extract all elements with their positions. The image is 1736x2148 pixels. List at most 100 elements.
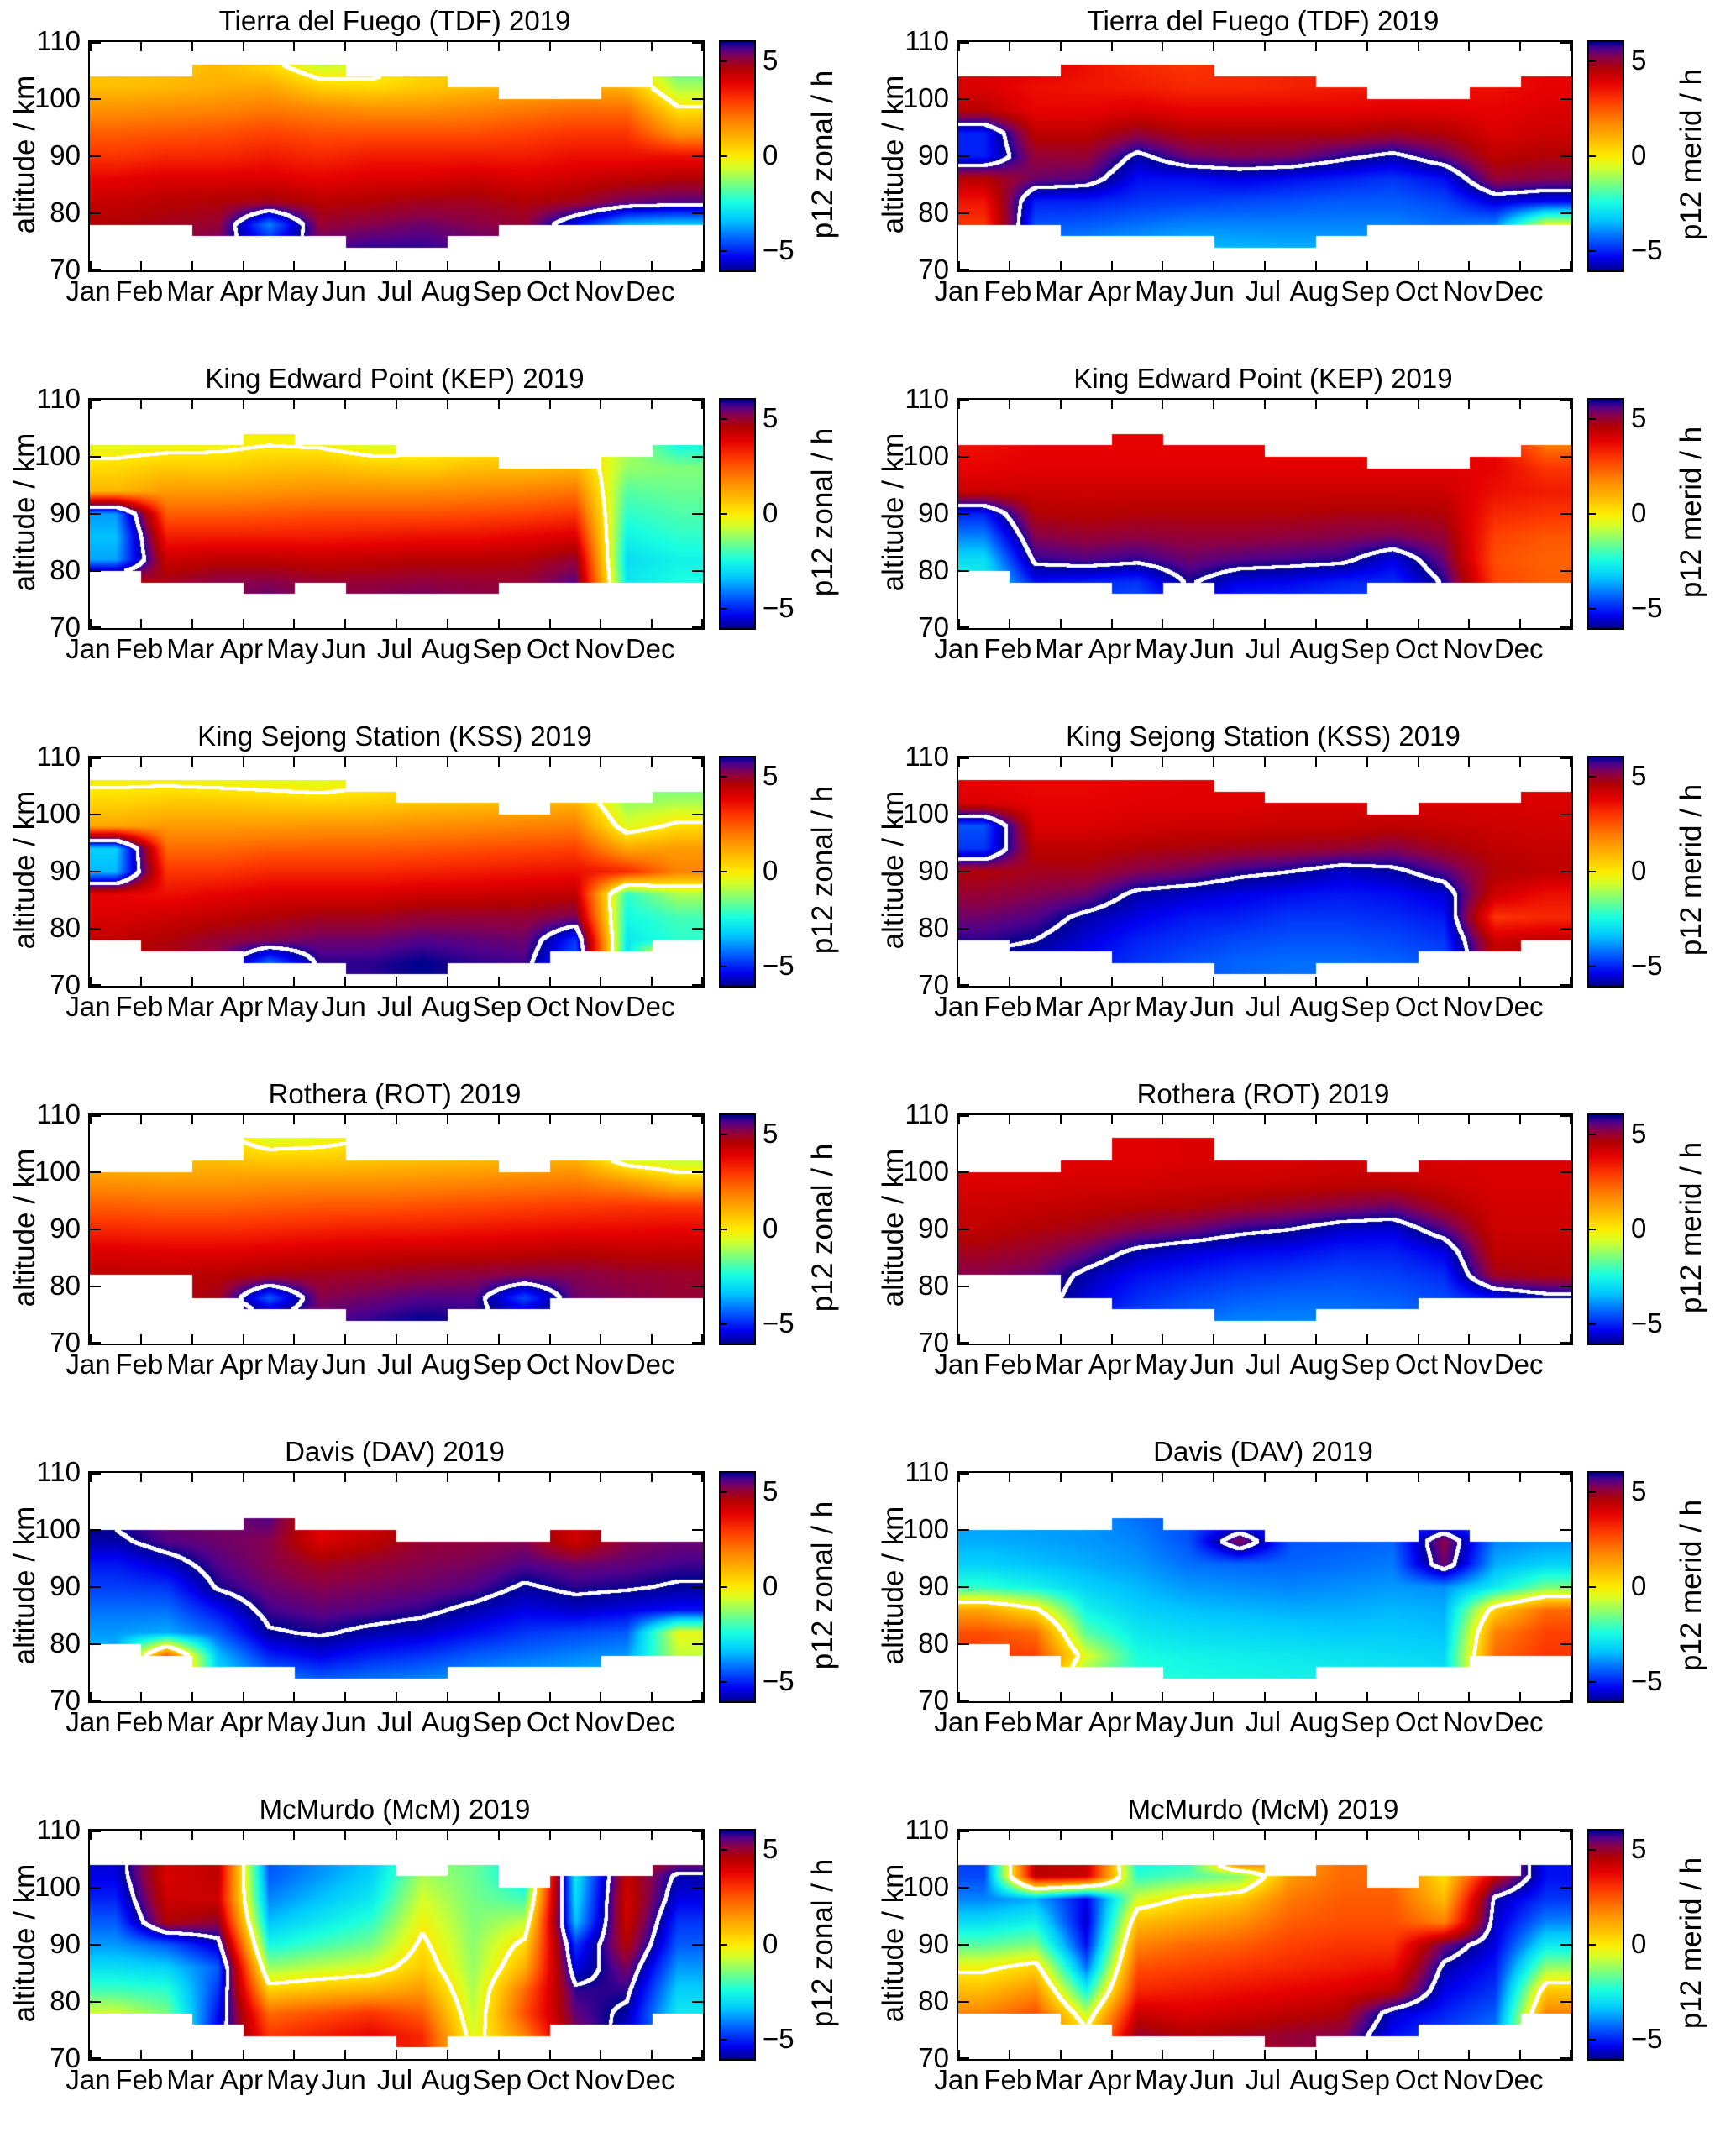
colorbar-tick-label: 0 — [1631, 497, 1647, 528]
y-tick-mark — [1560, 1529, 1571, 1531]
y-tick-mark — [90, 1700, 101, 1701]
x-tick-mark — [1162, 1692, 1163, 1701]
x-tick-mark — [1111, 619, 1113, 628]
x-tick-mark — [243, 2050, 244, 2059]
x-tick-mark — [1264, 261, 1266, 270]
x-tick-mark — [447, 1692, 448, 1701]
x-tick-mark — [1315, 1115, 1317, 1124]
x-tick-mark — [140, 977, 142, 986]
colorbar-tick-mark — [1589, 1944, 1596, 1946]
colorbar-tick-mark — [721, 513, 727, 515]
x-tick-mark — [344, 757, 346, 767]
colorbar-tick-mark — [1589, 608, 1596, 610]
x-tick-mark — [498, 1831, 500, 1840]
y-tick-mark — [958, 400, 969, 401]
x-tick-mark — [1468, 757, 1470, 767]
x-tick-mark — [90, 400, 92, 409]
x-tick-label-month: May — [266, 991, 319, 1022]
x-tick-mark — [498, 977, 500, 986]
y-tick-mark — [958, 984, 969, 986]
x-tick-mark — [396, 1692, 397, 1701]
y-tick-label: 80 — [50, 1985, 81, 2016]
x-tick-mark — [651, 1831, 653, 1840]
x-tick-mark — [1162, 977, 1163, 986]
x-tick-mark — [1366, 1831, 1368, 1840]
colorbar-label: p12 zonal / h — [806, 1501, 839, 1670]
y-tick-label: 90 — [50, 497, 81, 528]
colorbar-tick-label: 0 — [763, 497, 779, 528]
x-tick-mark — [1519, 1334, 1521, 1344]
colorbar-tick-label: 0 — [1631, 1928, 1647, 1959]
x-tick-label-month: Sep — [1340, 275, 1391, 306]
y-tick-mark — [1560, 871, 1571, 872]
x-tick-mark — [498, 400, 500, 409]
x-tick-mark — [90, 619, 92, 628]
y-tick-label: 90 — [918, 1570, 949, 1601]
x-tick-mark — [1570, 619, 1571, 628]
y-tick-mark — [958, 1831, 969, 1832]
colorbar-tick-label: 5 — [1631, 401, 1647, 433]
x-tick-mark — [90, 1115, 92, 1124]
x-tick-mark — [1162, 2050, 1163, 2059]
x-tick-label-month: Jun — [321, 991, 366, 1022]
x-tick-mark — [396, 42, 397, 51]
x-tick-label-month: Jul — [376, 2064, 413, 2095]
x-tick-mark — [651, 1115, 653, 1124]
x-tick-label-month: Jul — [376, 991, 413, 1022]
x-tick-mark — [191, 400, 193, 409]
y-tick-label: 100 — [34, 1513, 81, 1544]
x-tick-mark — [1468, 977, 1470, 986]
y-tick-label: 110 — [905, 383, 949, 414]
plot-area — [88, 40, 705, 272]
y-tick-label: 70 — [50, 1327, 81, 1358]
x-tick-mark — [293, 1831, 295, 1840]
x-tick-mark — [344, 1115, 346, 1124]
x-tick-mark — [1570, 1473, 1571, 1482]
colorbar-tick-mark — [721, 871, 727, 872]
colorbar-tick-label: 5 — [1631, 1117, 1647, 1149]
x-tick-label-month: Jul — [1245, 991, 1282, 1022]
x-tick-mark — [90, 757, 92, 767]
colorbar — [1587, 1113, 1624, 1345]
y-tick-mark — [958, 1586, 969, 1588]
x-tick-mark — [549, 400, 551, 409]
x-tick-mark — [140, 2050, 142, 2059]
colorbar — [719, 756, 756, 988]
y-tick-label: 110 — [905, 1098, 949, 1129]
x-tick-label-month: Jul — [1245, 1706, 1282, 1737]
y-tick-label: 80 — [918, 912, 949, 943]
x-tick-mark — [1162, 400, 1163, 409]
colorbar — [1587, 40, 1624, 272]
x-tick-mark — [243, 1692, 244, 1701]
heatmap-canvas-TDF-merid — [958, 42, 1571, 270]
x-tick-mark — [1111, 1831, 1113, 1840]
x-tick-mark — [243, 1334, 244, 1344]
x-tick-label-month: Aug — [421, 2064, 471, 2095]
colorbar-label: p12 zonal / h — [806, 785, 839, 955]
x-tick-mark — [1162, 261, 1163, 270]
x-tick-label-month: Mar — [1035, 1706, 1083, 1737]
x-tick-mark — [498, 1115, 500, 1124]
x-tick-label-month: May — [266, 633, 319, 664]
x-tick-mark — [1060, 757, 1062, 767]
plot-area — [957, 756, 1573, 988]
y-tick-label: 110 — [36, 25, 81, 56]
x-tick-mark — [344, 977, 346, 986]
x-tick-mark — [1009, 400, 1010, 409]
colorbar-tick-label: −5 — [763, 592, 795, 624]
x-tick-mark — [1519, 619, 1521, 628]
x-tick-label-month: Dec — [625, 633, 675, 664]
x-tick-mark — [293, 1334, 295, 1344]
y-tick-label: 80 — [50, 196, 81, 228]
x-tick-mark — [1418, 977, 1419, 986]
x-tick-mark — [549, 1692, 551, 1701]
x-tick-label-month: Apr — [219, 2064, 264, 2095]
panel-McM-merid: McMurdo (McM) 2019 altitude / km 70 80 90 100… — [868, 1790, 1736, 2148]
y-tick-mark — [90, 928, 101, 930]
x-tick-label-month: Sep — [472, 1349, 522, 1380]
y-tick-label: 100 — [902, 1155, 949, 1187]
x-tick-label-month: Sep — [1340, 633, 1391, 664]
x-tick-label-month: Oct — [526, 991, 570, 1022]
x-tick-mark — [1111, 1115, 1113, 1124]
x-tick-mark — [1418, 2050, 1419, 2059]
